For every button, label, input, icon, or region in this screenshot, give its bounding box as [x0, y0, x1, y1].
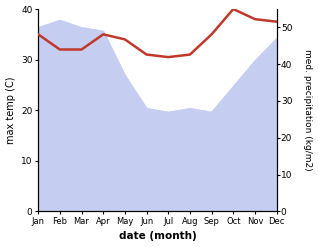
Y-axis label: max temp (C): max temp (C) [5, 76, 16, 144]
Y-axis label: med. precipitation (kg/m2): med. precipitation (kg/m2) [303, 49, 313, 171]
X-axis label: date (month): date (month) [119, 231, 196, 242]
